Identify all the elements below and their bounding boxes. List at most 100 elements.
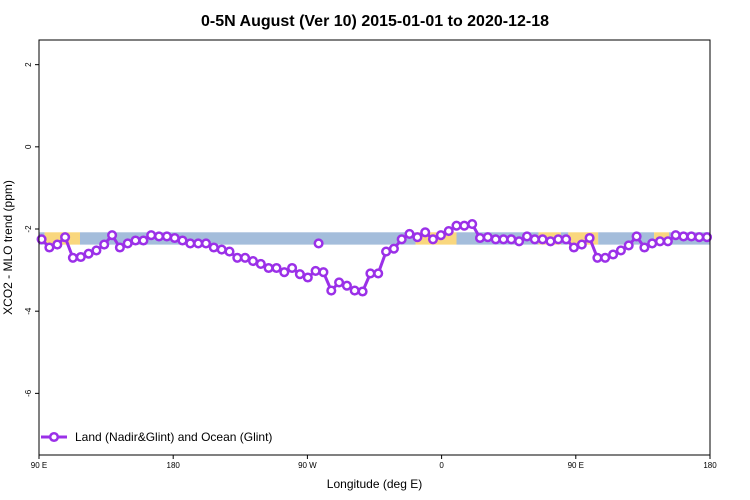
data-point: [506, 234, 517, 245]
data-point: [529, 234, 540, 245]
x-tick-label: 0: [439, 461, 444, 470]
data-point: [373, 268, 384, 279]
data-point: [662, 236, 673, 247]
x-tick-label: 180: [167, 461, 181, 470]
data-point: [146, 230, 157, 241]
data-point: [177, 235, 188, 246]
data-point: [310, 265, 321, 276]
data-point: [365, 268, 376, 279]
data-point: [482, 232, 493, 243]
data-point: [67, 252, 78, 263]
x-tick-label: 180: [703, 461, 717, 470]
data-point: [514, 236, 525, 247]
data-point: [498, 234, 509, 245]
data-point: [302, 272, 313, 283]
data-point: [341, 280, 352, 291]
data-point: [420, 227, 431, 238]
data-point: [224, 246, 235, 257]
data-point: [318, 267, 329, 278]
data-point: [404, 228, 415, 239]
y-tick-label: 0: [24, 144, 33, 149]
data-point: [326, 285, 337, 296]
data-point: [75, 251, 86, 263]
data-point: [490, 234, 501, 245]
data-point: [615, 245, 626, 256]
data-point: [200, 238, 212, 249]
data-point: [678, 231, 689, 242]
data-point: [654, 236, 666, 247]
data-point: [161, 231, 172, 242]
data-point: [169, 232, 180, 244]
data-point: [381, 246, 392, 257]
data-point: [263, 262, 274, 274]
data-point: [114, 242, 125, 253]
data-point: [388, 243, 399, 254]
data-point: [576, 239, 587, 250]
series-points: [36, 219, 713, 297]
data-point: [427, 234, 439, 245]
chart-title: 0-5N August (Ver 10) 2015-01-01 to 2020-…: [201, 13, 549, 30]
x-tick-label: 90 W: [298, 461, 317, 470]
data-point: [52, 239, 63, 250]
data-point: [694, 232, 705, 243]
data-point: [91, 245, 102, 256]
data-point: [232, 252, 243, 263]
data-point: [435, 230, 446, 241]
data-point: [459, 220, 470, 231]
data-point: [107, 230, 118, 241]
data-point: [83, 248, 94, 259]
data-point: [185, 238, 196, 249]
data-point: [639, 242, 650, 253]
data-point: [334, 277, 345, 288]
data-point: [608, 249, 619, 260]
data-point: [153, 231, 165, 242]
data-point: [396, 234, 407, 245]
data-point: [647, 238, 658, 249]
data-point: [130, 235, 141, 246]
data-point: [631, 231, 642, 242]
data-point: [247, 256, 259, 267]
data-point: [537, 234, 548, 245]
data-point: [357, 286, 368, 297]
data-point: [99, 239, 110, 250]
legend: Land (Nadir&Glint) and Ocean (Glint): [41, 430, 272, 444]
data-point: [600, 252, 611, 263]
data-point: [561, 234, 572, 245]
y-axis-label: XCO2 - MLO trend (ppm): [1, 180, 15, 315]
data-point: [553, 234, 564, 245]
data-point: [240, 252, 251, 263]
data-point: [44, 242, 55, 253]
data-point: [670, 230, 681, 241]
y-tick-label: -4: [24, 307, 33, 315]
data-point: [271, 262, 282, 274]
data-point: [193, 238, 204, 249]
data-point: [451, 220, 462, 231]
x-tick-label: 90 E: [568, 461, 584, 470]
y-axis: -6 -4 -2 0 2: [24, 62, 39, 397]
data-point: [349, 285, 360, 296]
data-point: [294, 269, 305, 280]
data-point: [701, 232, 713, 243]
data-point: [686, 231, 697, 242]
data-point: [279, 267, 290, 278]
data-point: [545, 236, 556, 247]
data-point: [623, 240, 634, 251]
x-tick-label: 90 E: [31, 461, 47, 470]
y-tick-label: 2: [24, 62, 33, 67]
data-point: [412, 232, 423, 243]
data-point: [122, 238, 133, 249]
x-axis-label: Longitude (deg E): [327, 477, 422, 491]
data-point: [592, 252, 603, 263]
data-point: [36, 234, 47, 245]
y-tick-label: -6: [24, 389, 33, 397]
data-point: [584, 232, 595, 244]
data-point: [255, 258, 266, 269]
plot-frame: [38, 39, 711, 456]
y-tick-label: -2: [24, 225, 33, 233]
data-point: [467, 219, 478, 230]
data-point: [443, 226, 454, 237]
data-point: [287, 262, 298, 274]
x-axis: 90 E 180 90 W 0 90 E 180: [31, 455, 717, 470]
data-point: [208, 242, 219, 253]
